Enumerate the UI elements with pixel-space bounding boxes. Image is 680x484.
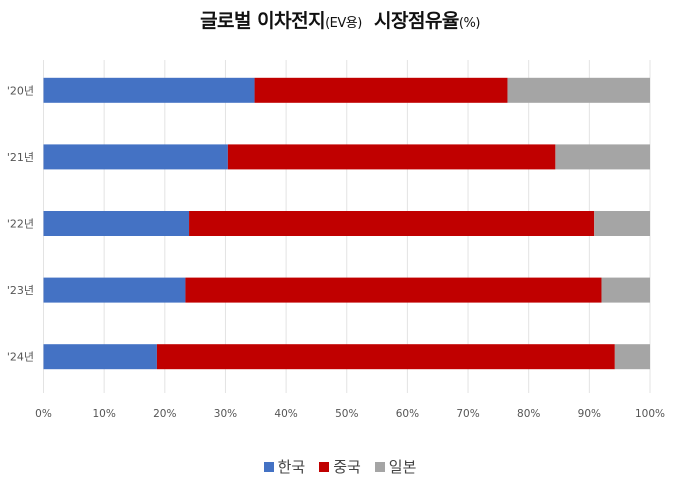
bar-segment-china [156, 344, 615, 370]
bar-segment-japan [507, 77, 650, 103]
y-category-label: '22년 [7, 218, 34, 231]
y-category-label: '23년 [7, 284, 34, 297]
bar-segment-korea [43, 144, 228, 170]
legend: 한국 중국 일본 [0, 456, 680, 477]
x-tick-label: 60% [396, 408, 419, 420]
bar-segment-korea [43, 211, 190, 236]
y-category-label: '21년 [7, 151, 34, 164]
bar-segment-korea [43, 77, 255, 103]
bar-segment-japan [594, 211, 650, 236]
y-category-label: '24년 [7, 351, 34, 364]
legend-swatch [319, 461, 330, 472]
x-tick-label: 0% [35, 408, 52, 420]
bar-segment-japan [555, 144, 650, 170]
legend-item-korea: 한국 [263, 456, 306, 477]
bar-segment-china [254, 77, 508, 103]
x-tick-label: 50% [335, 408, 358, 420]
bar-segment-china [189, 211, 595, 236]
x-tick-label: 100% [635, 408, 665, 420]
legend-label: 일본 [388, 458, 417, 476]
bar-segment-china [185, 277, 602, 303]
legend-item-china: 중국 [319, 456, 361, 477]
bar-segment-korea [43, 277, 186, 303]
x-tick-label: 70% [456, 408, 479, 420]
x-tick-label: 20% [153, 408, 176, 420]
y-category-label: '20년 [7, 84, 34, 97]
legend-swatch [263, 461, 274, 472]
x-tick-label: 80% [517, 408, 540, 420]
title-rest: 시장점유율 [374, 10, 459, 32]
title-main: 글로벌 이차전지 [200, 10, 326, 32]
x-tick-label: 30% [214, 408, 237, 420]
legend-label: 중국 [333, 458, 361, 476]
x-tick-label: 10% [92, 408, 115, 420]
chart-title: 글로벌 이차전지(EV용) 시장점유율(%) [0, 6, 680, 33]
title-unit: (%) [458, 16, 481, 31]
bar-segment-japan [601, 277, 650, 303]
legend-item-japan: 일본 [374, 456, 417, 477]
bar-segment-korea [43, 344, 157, 370]
x-tick-label: 90% [578, 408, 601, 420]
x-tick-label: 40% [274, 408, 297, 420]
bar-segment-china [227, 144, 556, 170]
bar-segment-japan [614, 344, 650, 370]
legend-swatch [374, 461, 385, 472]
legend-label: 한국 [277, 458, 306, 476]
title-paren: (EV용) [325, 16, 362, 31]
